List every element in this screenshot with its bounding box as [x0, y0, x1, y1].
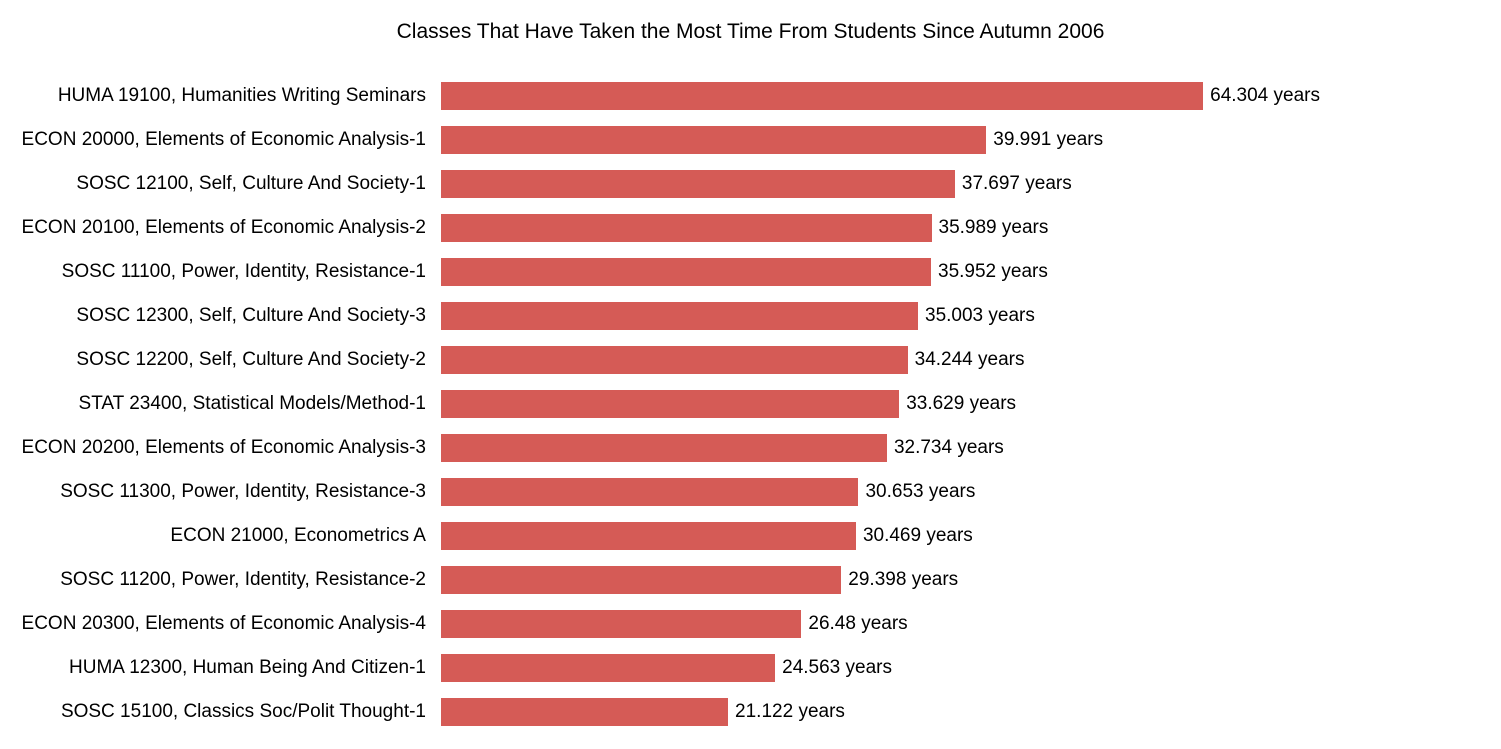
- y-axis-label: SOSC 11100, Power, Identity, Resistance-…: [0, 261, 440, 283]
- bar: [440, 81, 1204, 111]
- y-axis-label: ECON 20100, Elements of Economic Analysi…: [0, 217, 440, 239]
- bar-track: 37.697 years: [440, 162, 1320, 206]
- y-axis-label: SOSC 12200, Self, Culture And Society-2: [0, 349, 440, 371]
- bar: [440, 565, 842, 595]
- chart-row: HUMA 19100, Humanities Writing Seminars 6…: [0, 74, 1501, 118]
- bar-track: 34.244 years: [440, 338, 1320, 382]
- chart-title: Classes That Have Taken the Most Time Fr…: [0, 20, 1501, 44]
- value-label: 39.991 years: [993, 129, 1103, 151]
- bar-track: 64.304 years: [440, 74, 1320, 118]
- chart-row: HUMA 12300, Human Being And Citizen-1 24.…: [0, 646, 1501, 690]
- chart-row: ECON 20000, Elements of Economic Analysi…: [0, 118, 1501, 162]
- bar-track: 30.469 years: [440, 514, 1320, 558]
- value-label: 32.734 years: [894, 437, 1004, 459]
- bar: [440, 389, 900, 419]
- value-label: 35.003 years: [925, 305, 1035, 327]
- bar-track: 35.003 years: [440, 294, 1320, 338]
- y-axis-label: SOSC 12100, Self, Culture And Society-1: [0, 173, 440, 195]
- y-axis-label: ECON 21000, Econometrics A: [0, 525, 440, 547]
- chart-row: STAT 23400, Statistical Models/Method-1 3…: [0, 382, 1501, 426]
- chart-row: ECON 20200, Elements of Economic Analysi…: [0, 426, 1501, 470]
- bar: [440, 697, 729, 727]
- y-axis-label: HUMA 19100, Humanities Writing Seminars: [0, 85, 440, 107]
- y-axis-label: HUMA 12300, Human Being And Citizen-1: [0, 657, 440, 679]
- chart-row: SOSC 12300, Self, Culture And Society-3 3…: [0, 294, 1501, 338]
- y-axis-label: ECON 20300, Elements of Economic Analysi…: [0, 613, 440, 635]
- value-label: 29.398 years: [848, 569, 958, 591]
- value-label: 30.469 years: [863, 525, 973, 547]
- value-label: 34.244 years: [915, 349, 1025, 371]
- chart-row: SOSC 12100, Self, Culture And Society-1 3…: [0, 162, 1501, 206]
- value-label: 24.563 years: [782, 657, 892, 679]
- bar-track: 30.653 years: [440, 470, 1320, 514]
- bar: [440, 653, 776, 683]
- chart-row: SOSC 11200, Power, Identity, Resistance-…: [0, 558, 1501, 602]
- value-label: 35.952 years: [938, 261, 1048, 283]
- bar-track: 26.48 years: [440, 602, 1320, 646]
- y-axis-label: SOSC 15100, Classics Soc/Polit Thought-1: [0, 701, 440, 723]
- bar: [440, 521, 857, 551]
- value-label: 21.122 years: [735, 701, 845, 723]
- value-label: 35.989 years: [939, 217, 1049, 239]
- value-label: 37.697 years: [962, 173, 1072, 195]
- y-axis-label: ECON 20000, Elements of Economic Analysi…: [0, 129, 440, 151]
- bar-track: 32.734 years: [440, 426, 1320, 470]
- bar: [440, 257, 932, 287]
- bar-track: 35.989 years: [440, 206, 1320, 250]
- y-axis-label: STAT 23400, Statistical Models/Method-1: [0, 393, 440, 415]
- y-axis-label: SOSC 12300, Self, Culture And Society-3: [0, 305, 440, 327]
- value-label: 30.653 years: [865, 481, 975, 503]
- y-axis-label: ECON 20200, Elements of Economic Analysi…: [0, 437, 440, 459]
- bar: [440, 169, 956, 199]
- chart-row: SOSC 11300, Power, Identity, Resistance-…: [0, 470, 1501, 514]
- bar: [440, 213, 933, 243]
- bar: [440, 301, 919, 331]
- bar: [440, 345, 909, 375]
- chart-row: SOSC 11100, Power, Identity, Resistance-…: [0, 250, 1501, 294]
- bar-track: 29.398 years: [440, 558, 1320, 602]
- chart-row: SOSC 15100, Classics Soc/Polit Thought-1…: [0, 690, 1501, 734]
- value-label: 64.304 years: [1210, 85, 1320, 107]
- bar-track: 21.122 years: [440, 690, 1320, 734]
- bar-track: 24.563 years: [440, 646, 1320, 690]
- chart-container: Classes That Have Taken the Most Time Fr…: [0, 0, 1501, 749]
- y-axis-label: SOSC 11200, Power, Identity, Resistance-…: [0, 569, 440, 591]
- bar-track: 39.991 years: [440, 118, 1320, 162]
- bar-track: 35.952 years: [440, 250, 1320, 294]
- bar: [440, 433, 888, 463]
- y-axis-label: SOSC 11300, Power, Identity, Resistance-…: [0, 481, 440, 503]
- value-label: 33.629 years: [906, 393, 1016, 415]
- chart-row: ECON 21000, Econometrics A 30.469 years: [0, 514, 1501, 558]
- chart-row: SOSC 12200, Self, Culture And Society-2 3…: [0, 338, 1501, 382]
- bar: [440, 477, 859, 507]
- chart-row: ECON 20100, Elements of Economic Analysi…: [0, 206, 1501, 250]
- bar: [440, 125, 987, 155]
- bar: [440, 609, 802, 639]
- bar-track: 33.629 years: [440, 382, 1320, 426]
- chart-row: ECON 20300, Elements of Economic Analysi…: [0, 602, 1501, 646]
- value-label: 26.48 years: [808, 613, 907, 635]
- chart-rows: HUMA 19100, Humanities Writing Seminars 6…: [0, 74, 1501, 734]
